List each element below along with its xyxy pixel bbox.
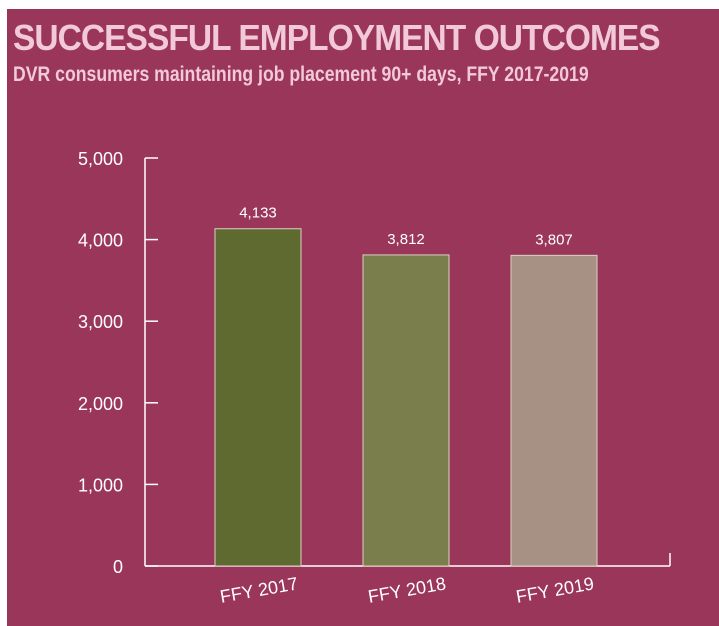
y-tick-label: 4,000: [78, 231, 123, 251]
y-tick-label: 0: [113, 557, 123, 577]
y-tick-label: 3,000: [78, 312, 123, 332]
x-category-label: FFY 2019: [514, 573, 595, 606]
y-tick-label: 5,000: [78, 149, 123, 169]
y-tick-label: 2,000: [78, 394, 123, 414]
bar-value-label: 3,812: [387, 231, 425, 248]
chart-title: SUCCESSFUL EMPLOYMENT OUTCOMES: [13, 17, 661, 58]
x-category-label: FFY 2018: [366, 573, 447, 606]
bar-value-label: 4,133: [239, 205, 277, 222]
bar: [362, 254, 450, 567]
y-tick-label: 1,000: [78, 475, 123, 495]
bar-value-label: 3,807: [535, 231, 573, 248]
bar: [214, 228, 302, 567]
x-category-label: FFY 2017: [218, 573, 299, 606]
chart-subtitle: DVR consumers maintaining job placement …: [13, 63, 589, 86]
bar: [510, 254, 598, 567]
